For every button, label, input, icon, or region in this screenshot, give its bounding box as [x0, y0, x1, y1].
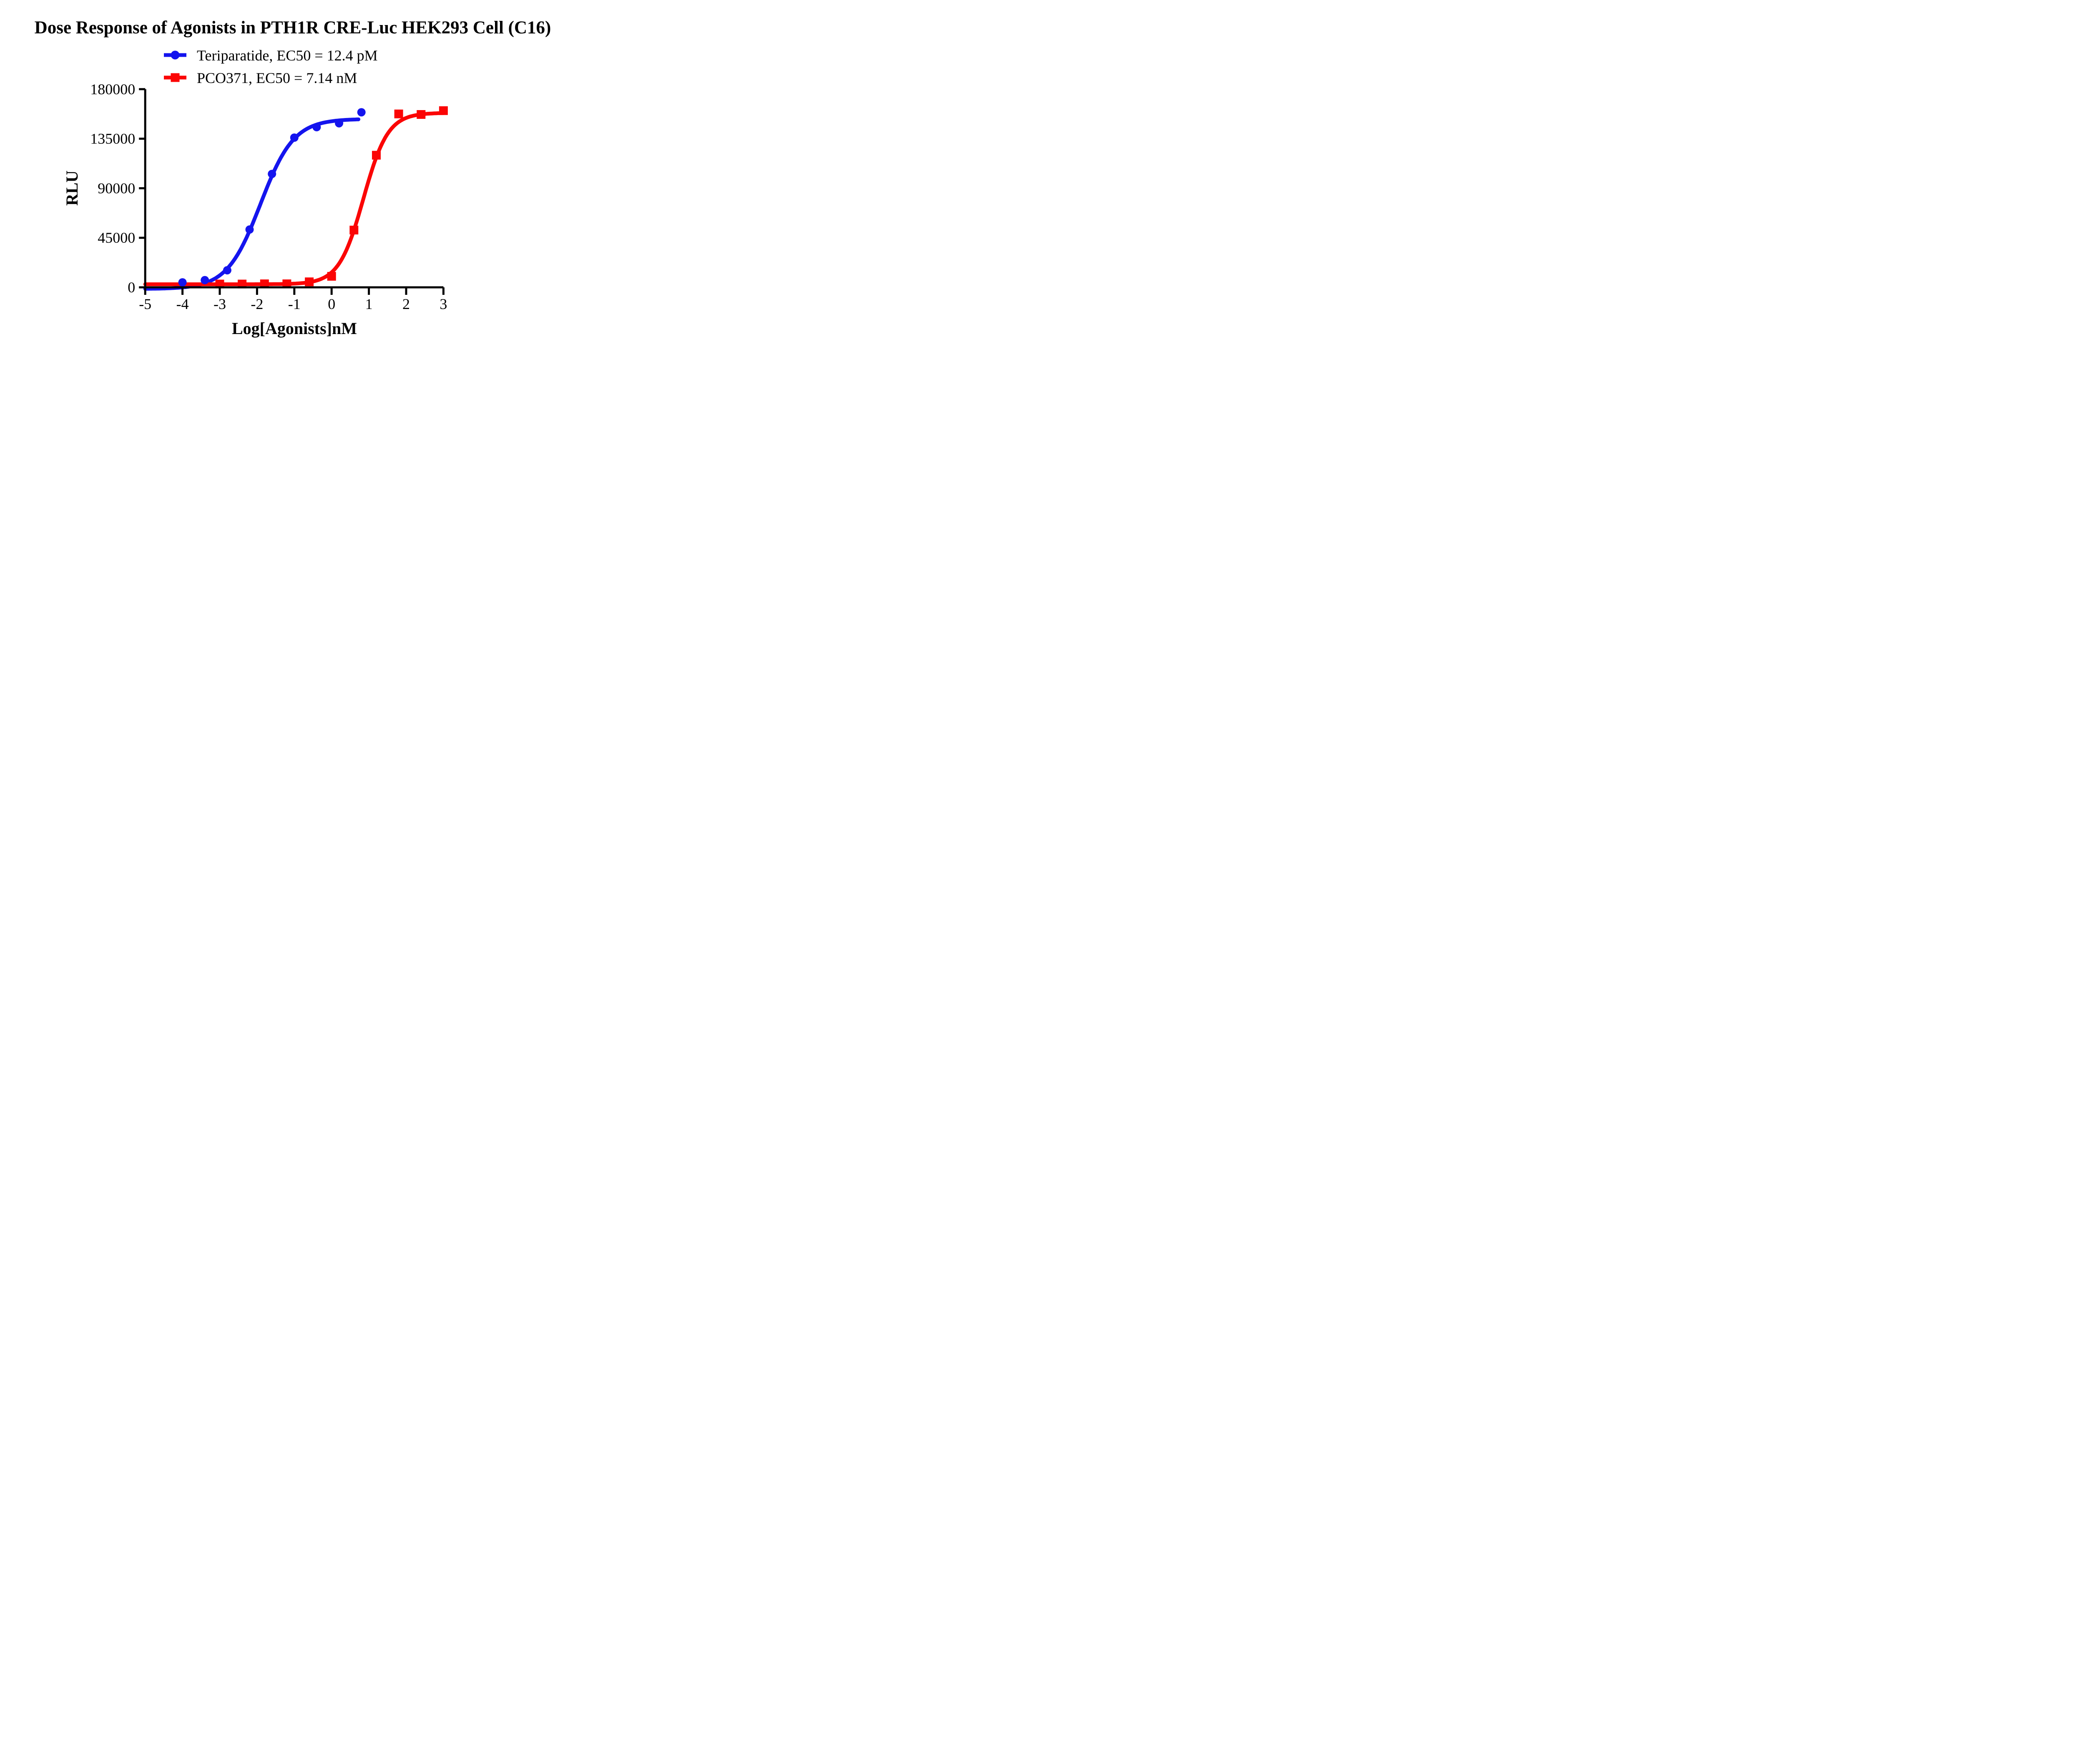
pco371-data-point: [282, 279, 291, 289]
pco371-data-point: [372, 151, 381, 160]
teriparatide-data-point: [357, 108, 366, 117]
y-tick-label: 45000: [98, 229, 135, 246]
x-tick-label: 2: [402, 296, 410, 312]
chart-title: Dose Response of Agonists in PTH1R CRE-L…: [35, 18, 551, 38]
teriparatide-fit-curve: [143, 117, 361, 291]
y-tick-label: 135000: [90, 131, 135, 147]
teriparatide-data-point: [201, 276, 209, 284]
teriparatide-legend-marker-icon: [171, 50, 180, 60]
x-tick-label: -3: [214, 296, 226, 312]
legend-item-pco371: PCO371, EC50 = 7.14 nM: [164, 70, 357, 86]
x-tick-label: 1: [365, 296, 373, 312]
y-tick-label: 90000: [98, 180, 135, 196]
pco371-data-point: [260, 279, 269, 289]
legend: Teriparatide, EC50 = 12.4 pM PCO371, EC5…: [164, 47, 378, 86]
x-tick-label: -1: [288, 296, 301, 312]
teriparatide-data-point: [312, 123, 321, 131]
pco371-legend-marker-icon: [171, 73, 180, 82]
legend-label-teriparatide: Teriparatide, EC50 = 12.4 pM: [197, 47, 378, 64]
legend-label-pco371: PCO371, EC50 = 7.14 nM: [197, 70, 357, 86]
teriparatide-data-point: [178, 278, 187, 287]
pco371-data-point: [238, 279, 247, 289]
x-tick-label: -2: [251, 296, 263, 312]
pco371-data-point: [394, 109, 403, 118]
pco371-data-point: [305, 277, 314, 286]
x-tick-label: 0: [328, 296, 335, 312]
y-axis-title: RLU: [63, 171, 81, 206]
pco371-data-point: [349, 226, 359, 235]
y-tick-label: 0: [128, 279, 135, 296]
y-tick-label: 180000: [90, 81, 135, 98]
pco371-data-point: [215, 279, 224, 289]
legend-item-teriparatide: Teriparatide, EC50 = 12.4 pM: [164, 47, 378, 64]
teriparatide-data-point: [290, 133, 299, 142]
dose-response-chart-container: Dose Response of Agonists in PTH1R CRE-L…: [0, 0, 585, 353]
x-tick-label: -4: [176, 296, 189, 312]
pco371-data-point: [327, 272, 336, 281]
teriparatide-data-point: [335, 119, 344, 128]
dose-response-chart: Dose Response of Agonists in PTH1R CRE-L…: [35, 18, 551, 338]
x-tick-label: 3: [440, 296, 447, 312]
pco371-fit-curve: [143, 111, 445, 286]
plot-area: -5 -4 -3 -2 -1 0 1 2 3 0 45000 90000 135000 180000: [90, 81, 448, 312]
pco371-data-point: [417, 110, 426, 119]
teriparatide-data-point: [223, 266, 231, 275]
teriparatide-data-point: [245, 225, 254, 234]
pco371-data-point: [439, 106, 448, 115]
teriparatide-data-point: [268, 170, 276, 178]
x-tick-label: -5: [139, 296, 151, 312]
x-axis-title: Log[Agonists]nM: [232, 319, 357, 338]
